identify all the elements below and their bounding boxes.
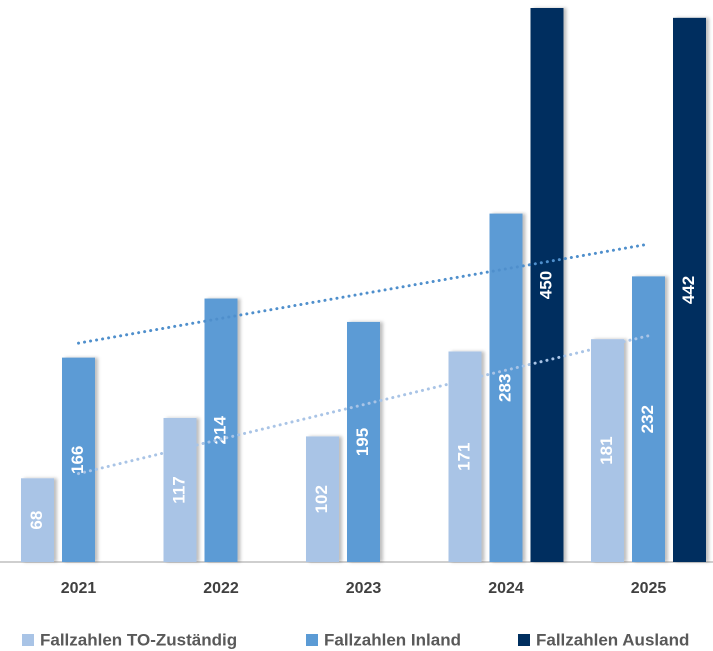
value-label: 117 (169, 476, 188, 503)
value-label: 450 (536, 271, 555, 299)
value-label: 166 (68, 446, 87, 474)
bar (591, 339, 624, 562)
value-label: 102 (312, 485, 331, 513)
x-tick-label: 2023 (346, 580, 382, 597)
value-label: 283 (495, 374, 514, 402)
bar (21, 478, 54, 562)
legend-label: Fallzahlen Inland (324, 630, 461, 649)
trendline (77, 242, 650, 345)
bar (347, 321, 380, 562)
legend-swatch (306, 634, 318, 646)
bar (306, 436, 339, 562)
bar (448, 351, 482, 562)
value-label: 232 (638, 405, 657, 433)
legend-label: Fallzahlen Ausland (536, 630, 689, 649)
legend-swatch (518, 634, 530, 646)
value-label: 195 (353, 428, 372, 456)
bar (204, 298, 238, 562)
value-label: 171 (454, 443, 473, 471)
x-tick-label: 2025 (631, 580, 667, 597)
legend-swatch (22, 634, 34, 646)
bar (632, 276, 665, 562)
trendline (77, 334, 650, 476)
bar (489, 213, 523, 562)
bar (530, 8, 564, 562)
x-tick-label: 2021 (61, 580, 97, 597)
legend-label: Fallzahlen TO-Zuständig (40, 630, 237, 649)
bar (163, 417, 197, 562)
bar (673, 17, 706, 563)
value-label: 214 (210, 416, 229, 445)
x-tick-label: 2024 (488, 580, 524, 597)
value-label: 181 (597, 436, 616, 464)
bar (62, 357, 95, 562)
value-label: 442 (679, 276, 698, 304)
value-label: 68 (27, 511, 46, 530)
x-tick-label: 2022 (203, 580, 239, 597)
